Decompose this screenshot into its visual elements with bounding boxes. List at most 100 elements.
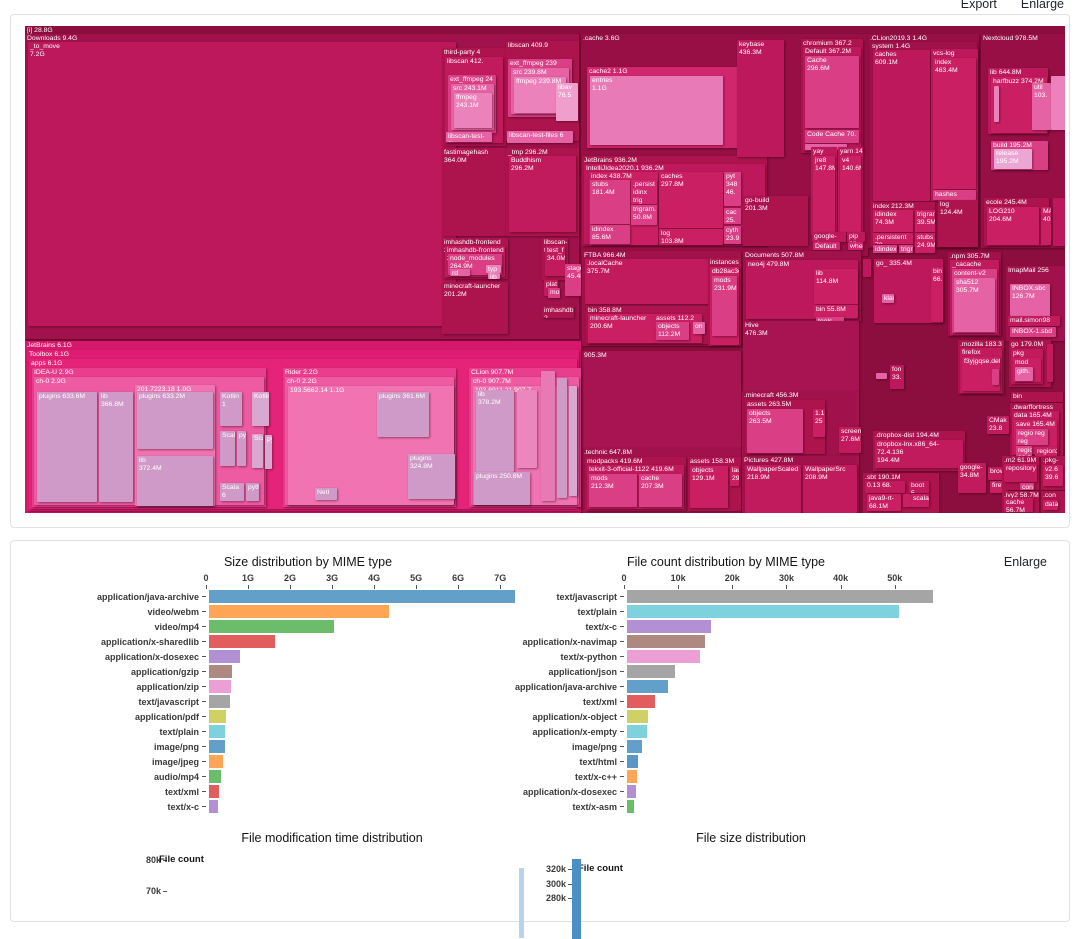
treemap-tile[interactable]: Scala 6 — [220, 483, 244, 501]
treemap-tile[interactable]: minecraft-launcher 200.6M — [588, 314, 656, 343]
treemap-tile[interactable]: repository — [1004, 464, 1037, 482]
bar-application-x-sharedlib[interactable] — [209, 635, 275, 648]
treemap-tile[interactable]: libscan-test-file — [446, 132, 492, 142]
treemap-tile[interactable]: _to_move 7.2G — [28, 42, 456, 326]
bar-text-x-asm[interactable] — [627, 800, 634, 813]
treemap-tile[interactable]: screen 27.6M — [839, 427, 861, 453]
treemap-tile[interactable]: cache 207.3M — [639, 474, 682, 507]
treemap-tile[interactable]: mods 231.9M — [712, 276, 737, 336]
treemap-tile[interactable] — [1047, 344, 1053, 382]
bar-text-javascript[interactable] — [627, 590, 933, 603]
treemap-tile[interactable] — [517, 390, 537, 468]
treemap-tile[interactable]: LOG210 204.6M — [987, 207, 1039, 245]
bar-application-gzip[interactable] — [209, 665, 232, 678]
treemap-tile[interactable]: objects 129.1M — [690, 466, 728, 508]
treemap-tile[interactable]: regio reg reg 33.5 33. 32. — [1016, 429, 1048, 445]
treemap-tile[interactable]: caches 609.1M — [873, 50, 930, 201]
treemap-tile[interactable]: index 463.4M — [933, 58, 976, 189]
treemap-tile[interactable]: bin 55.8M — [814, 305, 858, 318]
treemap-tile[interactable]: typ — [486, 265, 501, 273]
bar-image-png[interactable] — [627, 740, 642, 753]
bar-application-json[interactable] — [627, 665, 675, 678]
treemap-tile[interactable] — [569, 386, 577, 496]
treemap-tile[interactable]: Kotlin 1 — [220, 392, 242, 426]
treemap-tile[interactable]: idindex 74.3M — [873, 210, 913, 232]
treemap-tile[interactable]: trigrar 39.5M — [915, 210, 935, 232]
treemap-tile[interactable]: minecraft-launcher 201.2M — [442, 282, 508, 334]
treemap-tile[interactable]: rd mix — [450, 269, 470, 276]
treemap-tile[interactable] — [863, 259, 871, 277]
treemap-tile[interactable]: log 103.8M — [659, 229, 723, 245]
bar-text-x-c-[interactable] — [627, 770, 637, 783]
bar-image-jpeg[interactable] — [209, 755, 223, 768]
treemap-tile[interactable]: .persist idinx trig 40.2 28 — [631, 180, 657, 204]
treemap-tile[interactable]: dropbox-lnx.x86_64-72.4.136 194.4M — [875, 440, 963, 468]
treemap-tile[interactable] — [557, 378, 567, 498]
treemap-tile[interactable]: idindex — [873, 245, 897, 253]
treemap-tile[interactable]: Code Cache 70. — [805, 130, 859, 143]
bar-application-x-dosexec[interactable] — [209, 650, 240, 663]
treemap-tile[interactable]: 0.13 68. — [865, 481, 905, 493]
treemap-tile[interactable]: java9-rt- 68.1M — [867, 494, 901, 511]
treemap-tile[interactable]: boot 5 — [909, 481, 929, 493]
treemap-tile[interactable]: region2 — [1035, 447, 1057, 457]
bar-video-mp4[interactable] — [209, 620, 334, 633]
treemap-tile[interactable]: Hive 476.3M — [743, 321, 859, 391]
treemap-tile[interactable]: on — [693, 322, 705, 334]
treemap-tile[interactable]: lib 378.2M — [476, 390, 514, 472]
treemap-tile[interactable]: Cache 296.6M — [805, 56, 859, 128]
treemap-tile[interactable]: CMak 23.8 — [987, 416, 1009, 434]
bar-application-pdf[interactable] — [209, 710, 226, 723]
bar-text-xml[interactable] — [209, 785, 219, 798]
bar-text-javascript[interactable] — [209, 695, 230, 708]
treemap-tile[interactable]: test_f 34.0M — [545, 246, 565, 276]
treemap-tile[interactable]: release 195.2M — [994, 149, 1032, 169]
treemap-tile[interactable]: py — [265, 435, 272, 469]
treemap-tile[interactable]: go-build 201.3M — [743, 196, 808, 246]
treemap-tile[interactable]: keybase 436.3M — [737, 40, 784, 157]
treemap-tile[interactable]: WallpaperSrc 208.9M — [803, 465, 857, 513]
treemap-tile[interactable]: sha512 305.7M — [954, 278, 995, 332]
treemap-tile[interactable]: lib 114.8M — [814, 269, 858, 304]
treemap-tile[interactable]: util 103. — [1032, 83, 1051, 130]
bar-application-java-archive[interactable] — [209, 590, 515, 603]
bar-application-x-object[interactable] — [627, 710, 648, 723]
histogram-bar[interactable] — [519, 868, 524, 938]
treemap-tile[interactable]: lau 29 — [730, 466, 739, 486]
bar-audio-mp4[interactable] — [209, 770, 221, 783]
treemap-tile[interactable]: plugins 633.6M — [37, 392, 97, 502]
treemap-tile[interactable]: mos — [548, 288, 560, 298]
treemap-tile[interactable]: stubs 24.9M — [915, 233, 935, 253]
treemap-tile[interactable]: lib 366.8M — [99, 392, 133, 502]
treemap-tile[interactable]: Kotlin — [252, 392, 269, 426]
treemap-tile[interactable]: mods 212.3M — [589, 474, 637, 507]
bar-text-x-c[interactable] — [627, 620, 711, 633]
treemap-tile[interactable]: ffmpeg 243.1M — [454, 93, 492, 128]
bar-application-zip[interactable] — [209, 680, 231, 693]
treemap-tile[interactable]: mail.simon98 — [1008, 316, 1060, 326]
treemap-tile[interactable]: lib 372.4M — [137, 456, 213, 506]
bar-application-x-navimap[interactable] — [627, 635, 705, 648]
treemap-tile[interactable]: pyth — [246, 483, 259, 501]
treemap-tile[interactable]: py — [237, 431, 246, 466]
histogram-bar[interactable] — [572, 859, 581, 939]
treemap-tile[interactable] — [903, 494, 911, 507]
treemap-tile[interactable]: v4 140.6M — [840, 156, 861, 232]
treemap-tile[interactable]: gith. — [1015, 367, 1033, 381]
treemap-tile[interactable]: Scal — [220, 431, 235, 466]
treemap-tile[interactable]: klau — [882, 294, 894, 303]
treemap-tile[interactable] — [541, 371, 555, 501]
bar-text-plain[interactable] — [209, 725, 225, 738]
treemap-tile[interactable]: cac 25. — [724, 208, 741, 224]
treemap-tile[interactable]: Default — [813, 242, 840, 250]
treemap-tile[interactable]: google- 34.8M — [958, 463, 986, 493]
treemap-tile[interactable] — [992, 369, 999, 385]
bar-text-x-python[interactable] — [627, 650, 700, 663]
treemap-tile[interactable]: stubs 181.4M — [590, 180, 630, 224]
treemap-tile[interactable]: objects 112.2M — [656, 322, 689, 340]
treemap-tile[interactable]: plugins 250.8M — [474, 472, 530, 505]
treemap-tile[interactable]: stage 45.4M — [565, 264, 581, 296]
treemap-tile[interactable]: 905.3M — [582, 351, 741, 448]
treemap-tile[interactable]: Netl — [315, 488, 337, 500]
bar-text-plain[interactable] — [627, 605, 899, 618]
